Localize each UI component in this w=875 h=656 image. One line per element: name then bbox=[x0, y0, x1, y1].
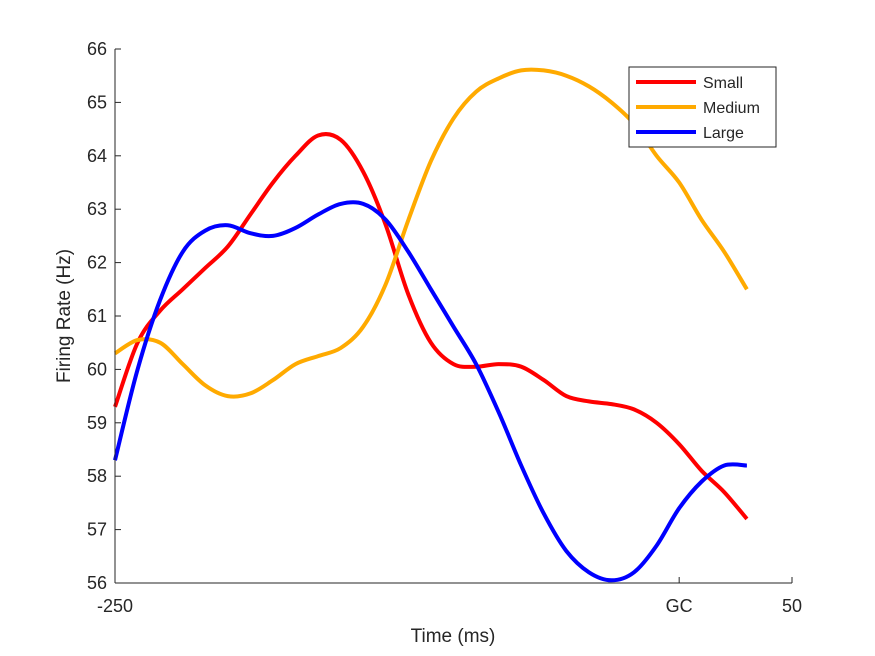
y-tick-label: 63 bbox=[87, 199, 107, 219]
legend: Small Medium Large bbox=[628, 66, 777, 148]
x-axis-label: Time (ms) bbox=[411, 626, 496, 647]
x-tick-label: -250 bbox=[97, 596, 133, 616]
legend-label-medium: Medium bbox=[703, 100, 760, 117]
y-tick-label: 64 bbox=[87, 146, 107, 166]
x-tick-label: GC bbox=[666, 596, 693, 616]
y-axis-label: Firing Rate (Hz) bbox=[54, 249, 75, 383]
x-tick-label: 50 bbox=[782, 596, 802, 616]
legend-label-small: Small bbox=[703, 75, 743, 92]
y-tick-label: 65 bbox=[87, 92, 107, 112]
y-tick-label: 61 bbox=[87, 306, 107, 326]
legend-label-large: Large bbox=[703, 125, 744, 142]
series-line-small bbox=[113, 132, 749, 521]
y-tick-label: 60 bbox=[87, 359, 107, 379]
y-tick-label: 62 bbox=[87, 253, 107, 273]
y-tick-label: 66 bbox=[87, 39, 107, 59]
y-tick-label: 59 bbox=[87, 413, 107, 433]
axes-layer: 56 57 58 59 60 61 62 63 64 65 66 -250 GC 50 bbox=[87, 39, 802, 616]
series-line-large bbox=[113, 200, 748, 583]
y-tick-label: 57 bbox=[87, 520, 107, 540]
y-tick-label: 58 bbox=[87, 466, 107, 486]
y-tick-label: 56 bbox=[87, 573, 107, 593]
